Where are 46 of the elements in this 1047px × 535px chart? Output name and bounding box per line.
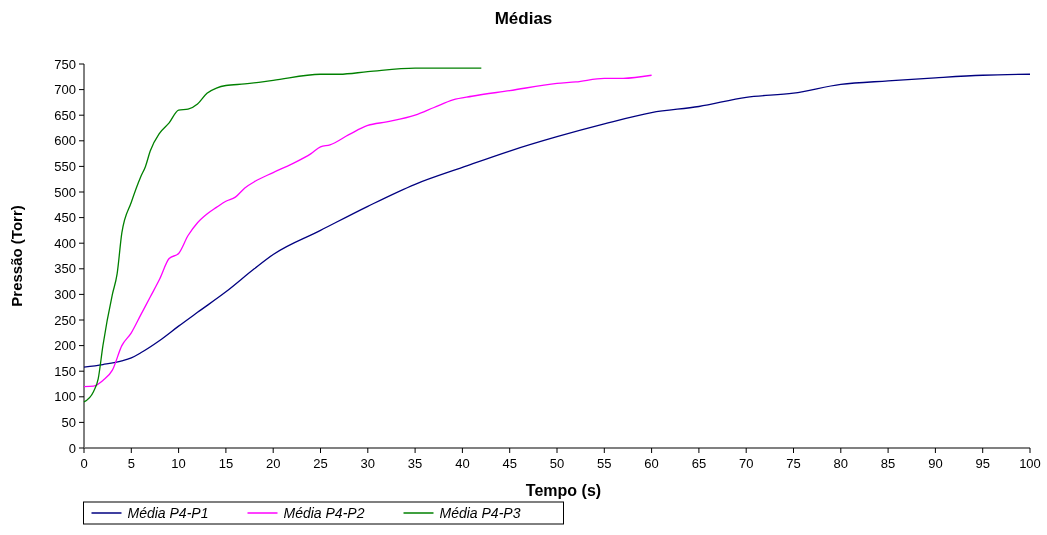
y-tick-label: 700	[54, 82, 76, 98]
y-axis-title: Pressão (Torr)	[8, 205, 25, 307]
x-tick-label: 85	[880, 456, 896, 471]
x-tick-label: 60	[644, 456, 659, 471]
x-tick-label: 75	[786, 456, 801, 471]
y-tick-label: 750	[54, 56, 76, 72]
x-tick-label: 55	[597, 456, 612, 471]
y-tick-label: 200	[54, 338, 76, 354]
legend-label: Média P4-P1	[127, 504, 209, 521]
y-tick-label: 50	[61, 414, 76, 430]
chart-title: Médias	[494, 9, 553, 28]
x-tick-label: 45	[502, 456, 517, 471]
x-tick-label: 25	[313, 456, 328, 471]
x-tick-label: 80	[833, 456, 849, 471]
legend-label: Média P4-P2	[283, 504, 365, 521]
y-tick-label: 400	[54, 235, 76, 251]
y-tick-label: 550	[54, 158, 76, 174]
y-tick-label: 350	[54, 261, 76, 277]
y-tick-label: 150	[54, 363, 76, 379]
legend-label: Média P4-P3	[439, 504, 521, 521]
x-axis-title: Tempo (s)	[525, 482, 602, 499]
y-tick-label: 0	[68, 440, 76, 456]
x-tick-label: 10	[171, 456, 186, 471]
y-tick-label: 300	[54, 286, 76, 302]
y-tick-label: 600	[54, 133, 76, 149]
line-series	[83, 67, 482, 403]
x-tick-label: 20	[265, 456, 281, 471]
line-series	[83, 74, 653, 388]
y-tick-label: 450	[54, 210, 76, 226]
x-tick-label: 50	[549, 456, 565, 471]
x-tick-label: 30	[360, 456, 376, 471]
x-tick-label: 0	[80, 456, 88, 471]
x-tick-label: 15	[218, 456, 234, 471]
x-tick-label: 70	[738, 456, 754, 471]
line-series	[83, 73, 1031, 368]
x-tick-label: 95	[975, 456, 990, 471]
x-tick-label: 5	[127, 456, 135, 471]
x-tick-label: 65	[691, 456, 707, 471]
x-tick-label: 100	[1019, 456, 1041, 471]
y-tick-label: 500	[54, 184, 76, 200]
x-tick-label: 90	[928, 456, 943, 471]
x-tick-label: 35	[407, 456, 423, 471]
x-tick-label: 40	[455, 456, 470, 471]
y-tick-label: 100	[54, 389, 76, 405]
y-tick-label: 650	[54, 107, 76, 123]
y-tick-label: 250	[54, 312, 76, 328]
